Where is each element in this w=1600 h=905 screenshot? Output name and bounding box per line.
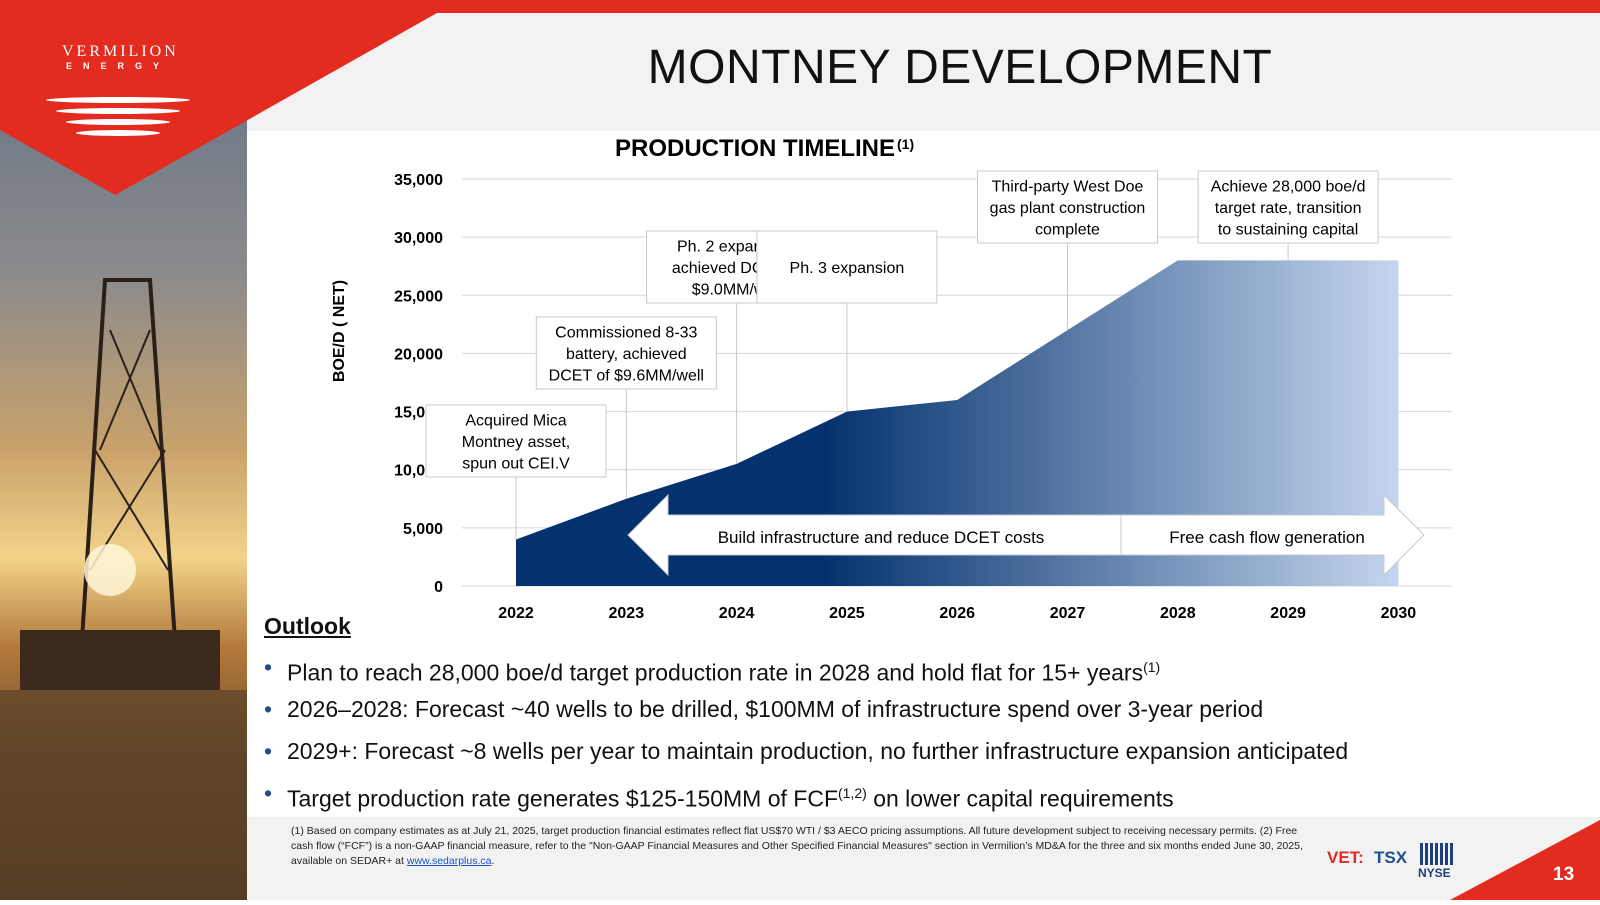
phase-arrow-shape (627, 493, 1425, 577)
y-tick-label: 0 (434, 579, 443, 596)
nyse-icon (1420, 843, 1453, 865)
outlook-list: • Plan to reach 28,000 boe/d target produ… (264, 652, 1348, 820)
bullet-dot: • (264, 696, 273, 722)
annotation-text: Commissioned 8-33 (555, 325, 697, 342)
phase-arrow: Build infrastructure and reduce DCET cos… (627, 493, 1425, 577)
production-timeline-chart: PRODUCTION TIMELINE (1) BOE/D ( NET) 0 5,… (331, 135, 1452, 622)
bullet-text: 2029+: Forecast ~8 wells per year to mai… (287, 738, 1349, 764)
chart-title-superscript: (1) (897, 136, 914, 152)
annotation-text: Montney asset, (462, 434, 571, 451)
annotation-text: battery, achieved (566, 346, 687, 363)
annotation-box (535, 316, 717, 390)
tsx-logo: TSX (1374, 848, 1408, 867)
bullet-text: Plan to reach 28,000 boe/d target produc… (287, 659, 1144, 686)
x-tick-label: 2024 (719, 605, 755, 622)
annotation-leaders (515, 243, 1289, 540)
annotation-text: target rate, transition (1215, 200, 1362, 217)
annotation-boxes: Acquired Mica Montney asset, spun out CEI.… (425, 170, 1379, 478)
arrow-label-fcf: Free cash flow generation (1169, 528, 1365, 547)
drilling-rig-photo (0, 0, 247, 900)
annotation-text: to sustaining capital (1218, 222, 1359, 239)
bullet-superscript: (1,2) (838, 785, 867, 801)
x-tick-label: 2023 (609, 605, 645, 622)
x-tick-label: 2027 (1050, 605, 1086, 622)
annotation-text: spun out CEI.V (462, 456, 570, 473)
annotation-text: gas plant construction (990, 200, 1146, 217)
red-header-shape (0, 0, 460, 195)
annotation-text: Acquired Mica (465, 413, 566, 430)
logo-wordmark: VERMILION (62, 43, 179, 60)
bullet-dot: • (264, 780, 273, 806)
bullet-dot: • (264, 738, 273, 764)
bullet-text: Target production rate generates $125-15… (287, 785, 839, 812)
x-tick-label: 2028 (1160, 605, 1196, 622)
bullet-text: 2026–2028: Forecast ~40 wells to be dril… (287, 696, 1264, 722)
arrow-label-build: Build infrastructure and reduce DCET cos… (718, 528, 1045, 547)
x-tick-label: 2025 (829, 605, 865, 622)
annotation-box (977, 170, 1158, 244)
y-tick-label: 5,000 (403, 521, 443, 538)
production-area-series (516, 260, 1399, 586)
nyse-label: NYSE (1418, 866, 1451, 880)
outlook-bullet: • Plan to reach 28,000 boe/d target produ… (264, 652, 1348, 694)
footnote-text: (1) Based on company estimates as at Jul… (291, 825, 1303, 867)
outlook-bullet: • Target production rate generates $125-1… (264, 778, 1348, 820)
x-tick-label: 2030 (1381, 605, 1417, 622)
y-tick-label: 35,000 (394, 172, 443, 189)
logo-subtext: ENERGY (66, 61, 171, 71)
page-title: MONTNEY DEVELOPMENT (647, 41, 1273, 94)
vet-ticker: VET: (1327, 848, 1364, 867)
annotation-text: DCET of $9.6MM/well (549, 368, 704, 385)
y-tick-labels: 05,00010,00015,00020,00025,00030,00035,0… (394, 172, 443, 596)
annotation-box (425, 404, 607, 478)
x-tick-labels: 2022 2023 2024 2025 2026 2027 2028 2029 2030 (498, 605, 1416, 622)
annotation-text: complete (1035, 222, 1100, 239)
footnote-end: . (491, 855, 495, 867)
area-layer (516, 260, 1399, 586)
annotation-box (756, 230, 938, 304)
bullet-tail: on lower capital requirements (866, 785, 1174, 812)
bullet-superscript: (1) (1143, 659, 1161, 675)
x-tick-label: 2022 (498, 605, 534, 622)
page-number: 13 (1553, 864, 1575, 885)
bullet-dot: • (264, 654, 273, 680)
annotation-box (1197, 170, 1379, 244)
chart-title: PRODUCTION TIMELINE (615, 135, 895, 162)
x-tick-label: 2029 (1270, 605, 1306, 622)
outlook-heading: Outlook (264, 613, 351, 639)
footer-band (247, 817, 1600, 900)
y-tick-label: 20,000 (394, 346, 443, 363)
annotation-text: Ph. 3 expansion (790, 260, 905, 277)
y-axis-label: BOE/D ( NET) (331, 280, 348, 382)
corner-accent (1450, 820, 1600, 900)
x-tick-label: 2026 (939, 605, 975, 622)
outlook-bullet: • 2026–2028: Forecast ~40 wells to be dri… (264, 694, 1348, 736)
y-tick-label: 25,000 (394, 288, 443, 305)
sedar-link[interactable]: www.sedarplus.ca (406, 855, 492, 867)
annotation-text: Achieve 28,000 boe/d (1211, 179, 1366, 196)
outlook-bullet: • 2029+: Forecast ~8 wells per year to ma… (264, 736, 1348, 778)
annotation-text: Third-party West Doe (992, 179, 1144, 196)
y-tick-label: 30,000 (394, 230, 443, 247)
footnote: (1) Based on company estimates as at Jul… (291, 824, 1321, 869)
rig-silhouette (0, 278, 247, 900)
